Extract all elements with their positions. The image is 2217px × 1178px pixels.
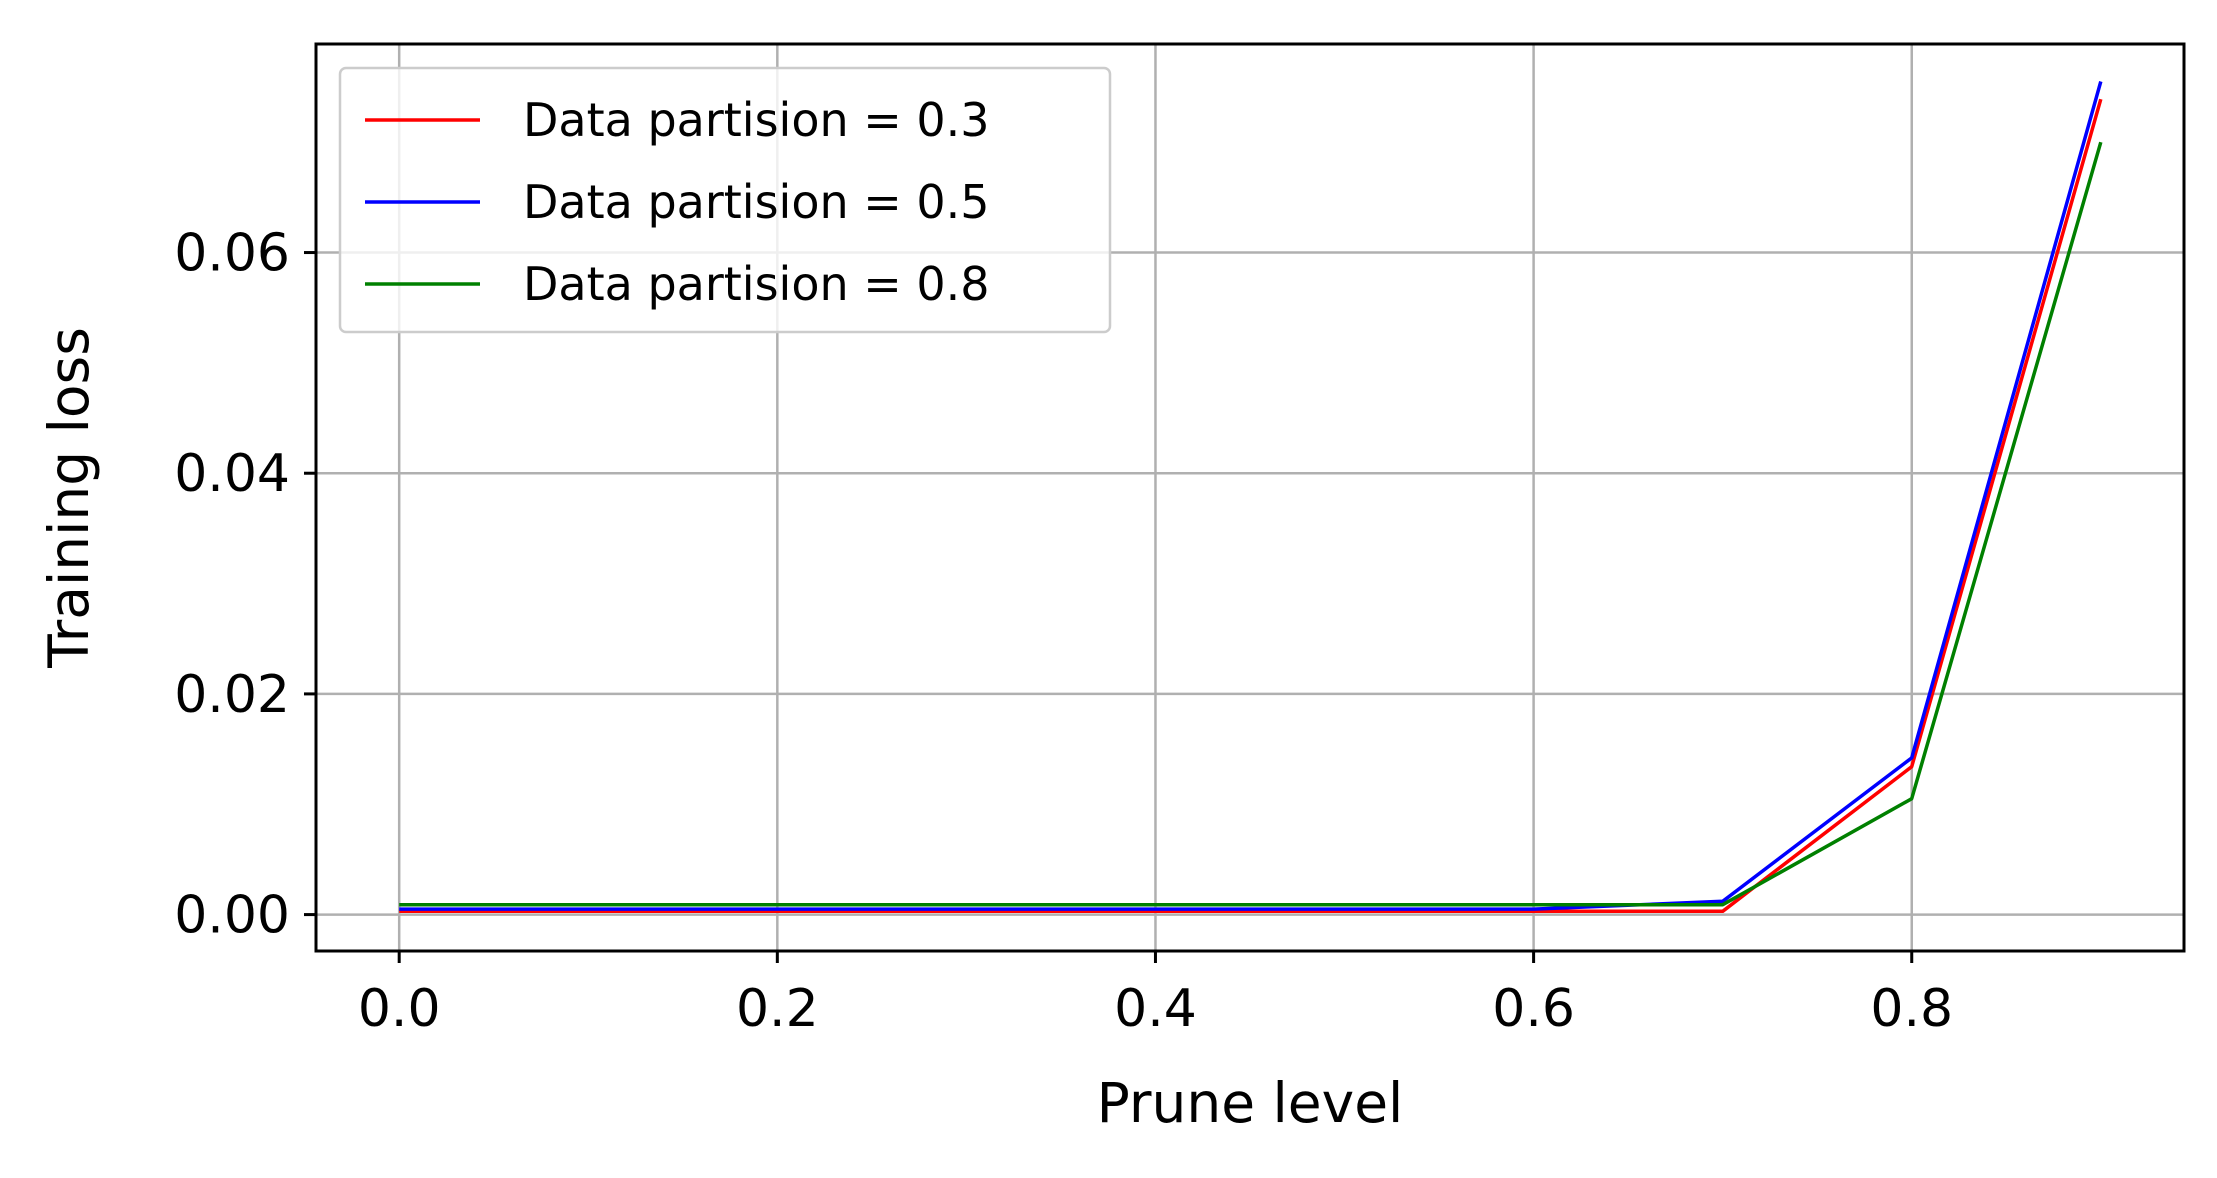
y-tick-label: 0.02 bbox=[174, 665, 290, 725]
legend-label-1: Data partision = 0.3 bbox=[523, 93, 990, 147]
legend: Data partision = 0.3 Data partision = 0.5… bbox=[338, 66, 1112, 334]
series-line-2 bbox=[399, 81, 2103, 911]
y-tick-label: 0.04 bbox=[174, 444, 290, 504]
x-tick-label: 0.4 bbox=[1114, 979, 1197, 1039]
series-line-3 bbox=[399, 141, 2103, 907]
plot-frame bbox=[314, 42, 2186, 953]
y-axis-label: Training loss bbox=[37, 327, 101, 669]
series-line-1 bbox=[399, 98, 2103, 914]
y-tick-label: 0.00 bbox=[174, 886, 290, 946]
x-axis-ticks: 0.0 0.2 0.4 0.6 0.8 bbox=[358, 951, 1953, 1039]
series-lines bbox=[399, 81, 2103, 914]
x-tick-label: 0.2 bbox=[736, 979, 819, 1039]
y-axis-ticks: 0.00 0.02 0.04 0.06 bbox=[174, 224, 316, 946]
legend-label-2: Data partision = 0.5 bbox=[523, 175, 990, 229]
legend-box bbox=[338, 66, 1112, 334]
x-axis-label: Prune level bbox=[1097, 1071, 1404, 1135]
legend-label-3: Data partision = 0.8 bbox=[523, 257, 990, 311]
x-tick-label: 0.8 bbox=[1870, 979, 1953, 1039]
x-tick-label: 0.6 bbox=[1492, 979, 1575, 1039]
y-tick-label: 0.06 bbox=[174, 224, 290, 284]
x-tick-label: 0.0 bbox=[358, 979, 441, 1039]
